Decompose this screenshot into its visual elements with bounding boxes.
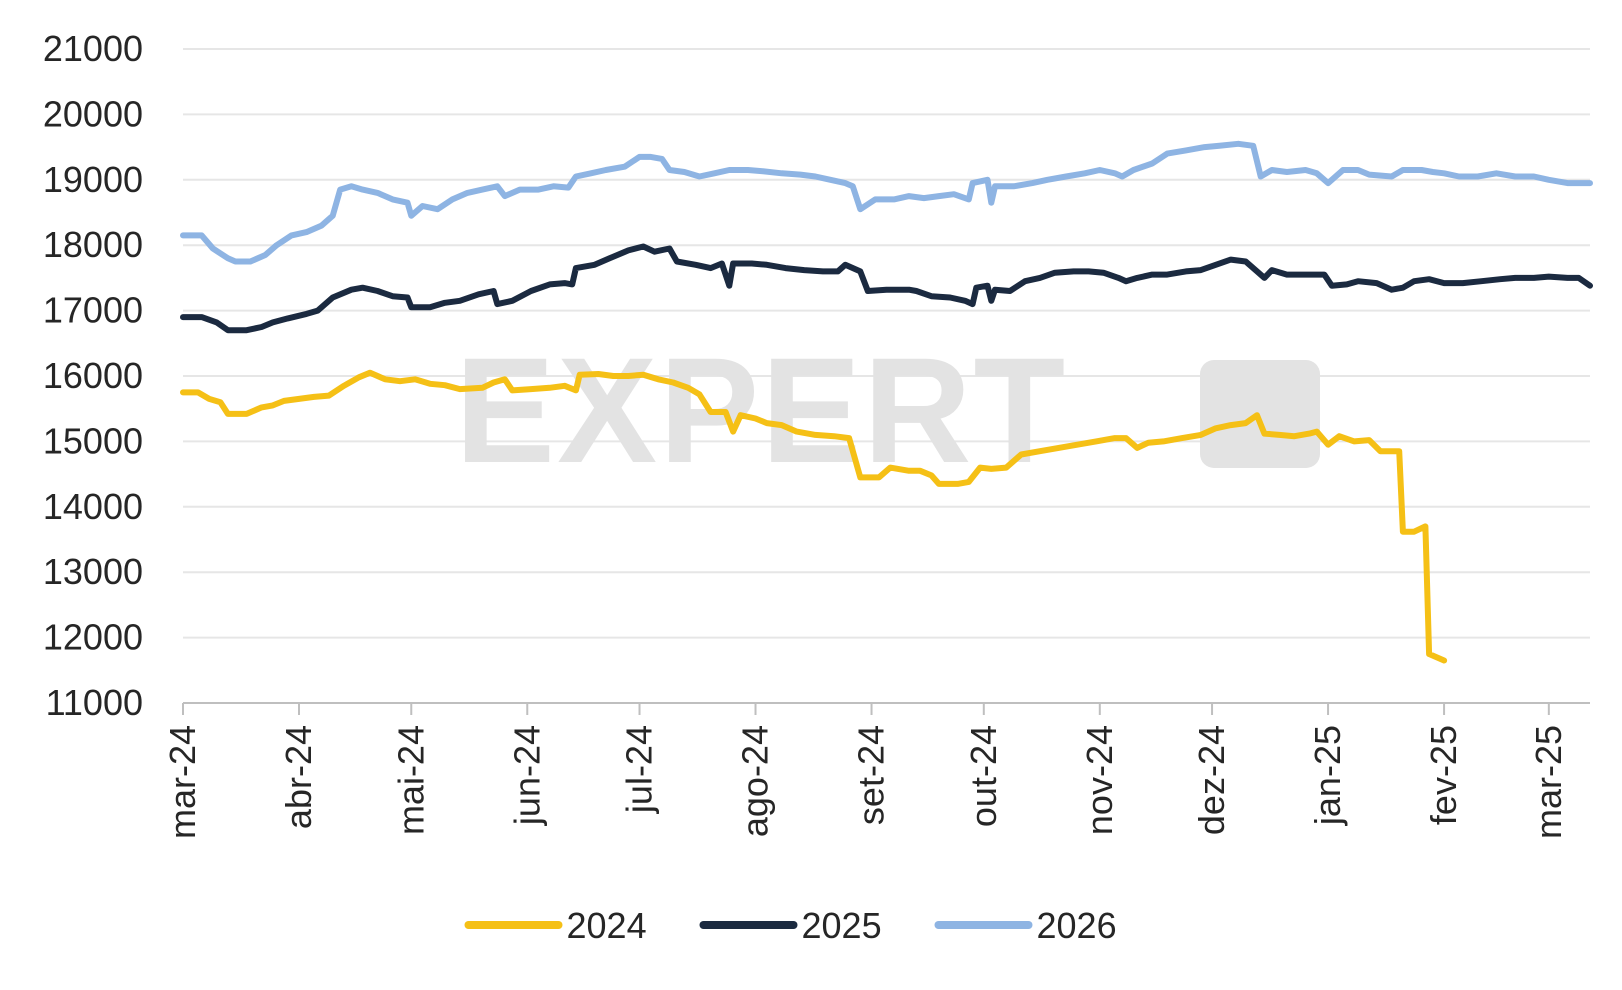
legend-label-2024: 2024	[567, 905, 647, 946]
x-tick-label: abr-24	[278, 725, 319, 829]
x-tick-label: set-24	[851, 725, 892, 825]
y-tick-label: 19000	[43, 159, 143, 200]
x-tick-label: jan-25	[1307, 725, 1348, 826]
watermark-logo-box	[1200, 360, 1320, 468]
axes	[182, 702, 1590, 715]
legend-label-2026: 2026	[1037, 905, 1117, 946]
series-line-2025	[180, 243, 1593, 334]
y-tick-label: 17000	[43, 290, 143, 331]
y-tick-label: 13000	[43, 551, 143, 592]
x-tick-label: out-24	[963, 725, 1004, 827]
x-tick-label: jul-24	[619, 725, 660, 814]
watermark: EXPERT	[455, 326, 1320, 494]
y-tick-label: 11000	[46, 682, 143, 723]
legend: 2024 2025 2026	[464, 905, 1117, 946]
x-tick-label: mar-25	[1528, 725, 1569, 839]
series-line-2024	[180, 369, 1448, 664]
x-tick-label: mai-24	[390, 725, 431, 835]
x-tick-label: jun-24	[506, 725, 547, 826]
legend-label-2025: 2025	[802, 905, 882, 946]
y-axis-tick-labels: 11000 12000 13000 14000 15000 16000 17000 18000…	[43, 28, 143, 723]
y-tick-label: 12000	[43, 617, 143, 658]
x-tick-label: dez-24	[1191, 725, 1232, 835]
y-tick-label: 16000	[43, 355, 143, 396]
y-tick-label: 14000	[43, 486, 143, 527]
y-tick-label: 15000	[43, 420, 143, 461]
gridlines	[183, 48, 1590, 639]
y-tick-label: 21000	[43, 28, 143, 69]
series-lines	[180, 140, 1593, 664]
y-tick-label: 18000	[43, 224, 143, 265]
x-tick-label: ago-24	[735, 725, 776, 837]
x-tick-label: fev-25	[1423, 725, 1464, 825]
x-axis-tick-labels: mar-24 abr-24 mai-24 jun-24 jul-24 ago-24 set-…	[162, 725, 1569, 839]
watermark-text: EXPERT	[455, 326, 1067, 494]
series-line-2026	[180, 140, 1593, 265]
y-tick-label: 20000	[43, 93, 143, 134]
x-tick-label: nov-24	[1079, 725, 1120, 835]
x-tick-label: mar-24	[162, 725, 203, 839]
